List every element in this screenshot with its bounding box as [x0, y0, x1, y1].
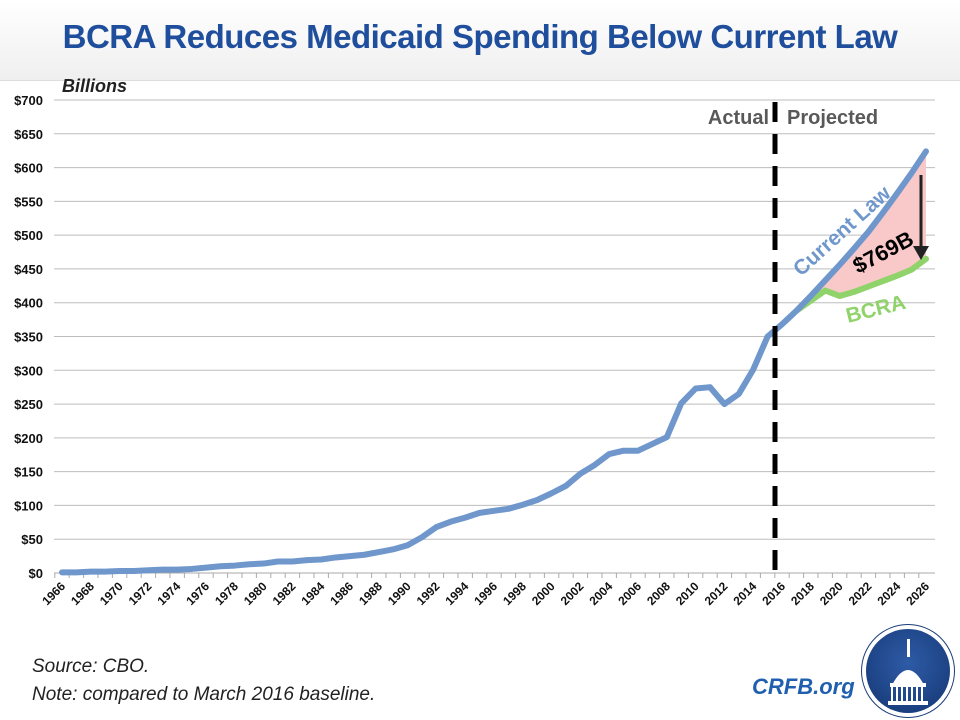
x-tick-label: 1996	[471, 579, 500, 608]
y-tick-label: $500	[14, 228, 43, 243]
x-tick-label: 1984	[299, 579, 328, 608]
x-tick-label: 2012	[702, 579, 731, 608]
y-tick-label: $450	[14, 262, 43, 277]
y-tick-label: $250	[14, 397, 43, 412]
x-tick-label: 2010	[673, 579, 702, 608]
x-tick-label: 2002	[558, 579, 587, 608]
x-tick-label: 2024	[875, 579, 904, 608]
page-title: BCRA Reduces Medicaid Spending Below Cur…	[62, 18, 898, 55]
y-tick-label: $300	[14, 363, 43, 378]
capitol-dome-seal-icon	[862, 625, 954, 717]
x-tick-label: 1966	[39, 579, 68, 608]
x-tick-label: 1992	[414, 579, 443, 608]
x-tick-label: 1980	[241, 579, 270, 608]
x-tick-label: 1986	[327, 579, 356, 608]
y-tick-label: $350	[14, 330, 43, 345]
site-link[interactable]: CRFB.org	[752, 674, 855, 699]
y-tick-label: $50	[21, 532, 43, 547]
x-tick-label: 2000	[529, 579, 558, 608]
gridlines	[54, 99, 935, 540]
x-tick-label: 1970	[97, 579, 126, 608]
x-tick-label: 1974	[155, 579, 184, 608]
series-line-current-law	[59, 148, 929, 576]
x-tick-label: 2006	[615, 579, 644, 608]
x-tick-label: 1976	[183, 579, 212, 608]
y-tick-label: $150	[14, 465, 43, 480]
x-tick-label: 2026	[903, 579, 932, 608]
y-axis-unit-label: Billions	[62, 76, 128, 96]
reduction-arrowhead-icon	[913, 246, 929, 260]
x-tick-label: 1994	[443, 579, 472, 608]
baseline-note: Note: compared to March 2016 baseline.	[32, 684, 376, 705]
x-tick-label: 1990	[385, 579, 414, 608]
x-tick-label: 2018	[788, 579, 817, 608]
x-tick-label: 1988	[356, 579, 385, 608]
projected-label: Projected	[787, 107, 878, 129]
source-note: Source: CBO.	[32, 656, 150, 677]
x-tick-label: 1968	[68, 579, 97, 608]
header-bar: BCRA Reduces Medicaid Spending Below Cur…	[0, 0, 960, 81]
y-axis-ticks: $0 $50 $100 $150 $200 $250 $300 $350 $400 $450 $50…	[14, 93, 43, 581]
series-lines	[59, 148, 929, 576]
y-tick-label: $0	[29, 566, 43, 581]
x-tick-label: 2014	[731, 579, 760, 608]
y-tick-label: $100	[14, 498, 43, 513]
x-tick-label: 1972	[126, 579, 155, 608]
x-tick-label: 1998	[500, 579, 529, 608]
x-tick-label: 1982	[270, 579, 299, 608]
savings-gap-area	[796, 151, 926, 311]
y-tick-label: $550	[14, 194, 43, 209]
series-line-bcra	[793, 255, 929, 314]
y-tick-label: $650	[14, 127, 43, 142]
gap-area	[796, 151, 926, 311]
actual-label: Actual	[708, 107, 769, 129]
y-tick-label: $600	[14, 161, 43, 176]
y-tick-label: $200	[14, 431, 43, 446]
x-tick-label: 2020	[817, 579, 846, 608]
bcra-label: BCRA	[844, 291, 908, 328]
x-tick-label: 2022	[846, 579, 875, 608]
x-axis: 1966 1968 1970 1972 1974 1976 1978 1980 1982 1984…	[39, 572, 935, 608]
x-tick-label: 2008	[644, 579, 673, 608]
y-tick-label: $400	[14, 296, 43, 311]
x-tick-label: 1978	[212, 579, 241, 608]
x-tick-label: 2004	[587, 579, 616, 608]
x-tick-label: 2016	[759, 579, 788, 608]
y-tick-label: $700	[14, 93, 43, 108]
